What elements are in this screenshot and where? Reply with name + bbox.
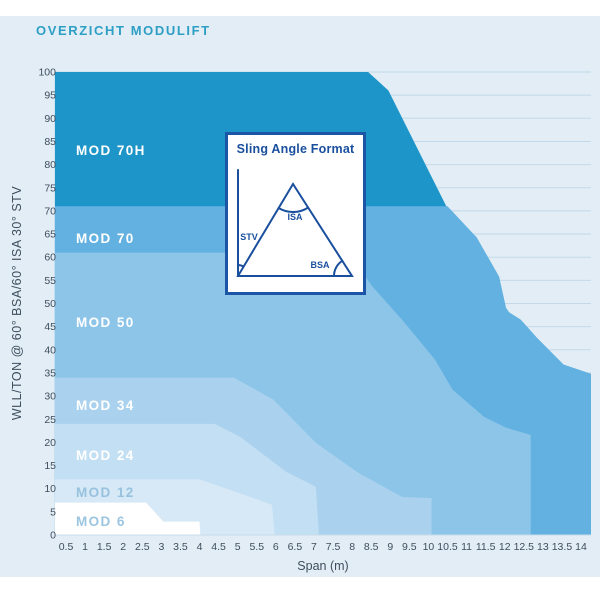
y-tick-label: 15: [44, 460, 56, 472]
x-tick-label: 11.5: [476, 541, 496, 553]
x-tick-label: 3.5: [173, 541, 188, 553]
x-tick-label: 1: [82, 541, 88, 553]
band-label-mod-24: MOD 24: [76, 448, 135, 463]
x-tick-label: 12: [499, 541, 511, 553]
y-tick-label: 85: [44, 136, 56, 148]
band-label-mod-34: MOD 34: [76, 398, 135, 413]
x-tick-label: 13.5: [552, 541, 573, 553]
x-tick-label: 6.5: [288, 541, 303, 553]
y-tick-label: 45: [44, 321, 56, 333]
x-tick-label: 8.5: [364, 541, 379, 553]
x-tick-label: 4.5: [211, 541, 226, 553]
y-tick-label: 0: [50, 530, 56, 542]
x-tick-label: 2: [120, 541, 126, 553]
sling-angle-diagram: ISA STV BSA: [236, 169, 354, 277]
x-tick-label: 0.5: [59, 541, 74, 553]
x-axis-label: Span (m): [297, 559, 349, 573]
x-tick-label: 7: [311, 541, 317, 553]
y-axis-label: WLL/TON @ 60° BSA/60° ISA 30° STV: [10, 185, 24, 421]
x-tick-label: 6: [273, 541, 279, 553]
x-tick-label: 8: [349, 541, 355, 553]
y-tick-label: 25: [44, 414, 56, 426]
y-tick-label: 70: [44, 205, 56, 217]
bsa-label: BSA: [310, 260, 330, 270]
isa-angle-arc: [277, 206, 310, 213]
x-tick-label: 7.5: [326, 541, 341, 553]
y-tick-label: 50: [44, 298, 56, 310]
y-tick-label: 10: [44, 483, 56, 495]
y-tick-label: 5: [50, 506, 56, 518]
band-label-mod-12: MOD 12: [76, 485, 135, 500]
x-tick-label: 9: [387, 541, 393, 553]
page-title: OVERZICHT MODULIFT: [36, 23, 211, 38]
x-tick-label: 3: [158, 541, 164, 553]
band-label-mod-70h: MOD 70H: [76, 143, 146, 158]
x-tick-label: 10: [423, 541, 435, 553]
y-tick-label: 75: [44, 182, 56, 194]
x-tick-label: 14: [575, 541, 587, 553]
y-tick-label: 60: [44, 252, 56, 264]
y-tick-label: 95: [44, 90, 56, 102]
y-tick-label: 55: [44, 275, 56, 287]
y-tick-label: 40: [44, 344, 56, 356]
sling-angle-inset: Sling Angle Format ISA STV BSA: [225, 132, 366, 295]
stv-label: STV: [240, 232, 258, 242]
x-tick-label: 5.5: [249, 541, 264, 553]
x-tick-label: 11: [461, 541, 472, 553]
y-tick-label: 90: [44, 113, 56, 125]
stv-angle-arc: [237, 264, 245, 268]
x-tick-label: 1.5: [97, 541, 112, 553]
bsa-angle-arc: [332, 259, 344, 277]
x-tick-label: 4: [197, 541, 203, 553]
x-tick-label: 2.5: [135, 541, 150, 553]
y-tick-label: 20: [44, 437, 56, 449]
inset-title: Sling Angle Format: [236, 142, 355, 156]
band-label-mod-70: MOD 70: [76, 231, 135, 246]
sling-triangle: [236, 182, 354, 277]
y-tick-label: 100: [38, 67, 56, 79]
band-label-mod-6: MOD 6: [76, 514, 126, 529]
y-tick-label: 80: [44, 159, 56, 171]
area-mod-6: [54, 502, 201, 535]
x-tick-label: 12.5: [514, 541, 535, 553]
band-label-mod-50: MOD 50: [76, 315, 135, 330]
x-tick-label: 10.5: [437, 541, 458, 553]
x-tick-label: 5: [235, 541, 241, 553]
y-tick-label: 65: [44, 229, 56, 241]
y-tick-label: 30: [44, 391, 56, 403]
isa-label: ISA: [287, 212, 303, 222]
x-tick-label: 9.5: [402, 541, 417, 553]
y-tick-label: 35: [44, 367, 56, 379]
x-tick-label: 13: [537, 541, 549, 553]
